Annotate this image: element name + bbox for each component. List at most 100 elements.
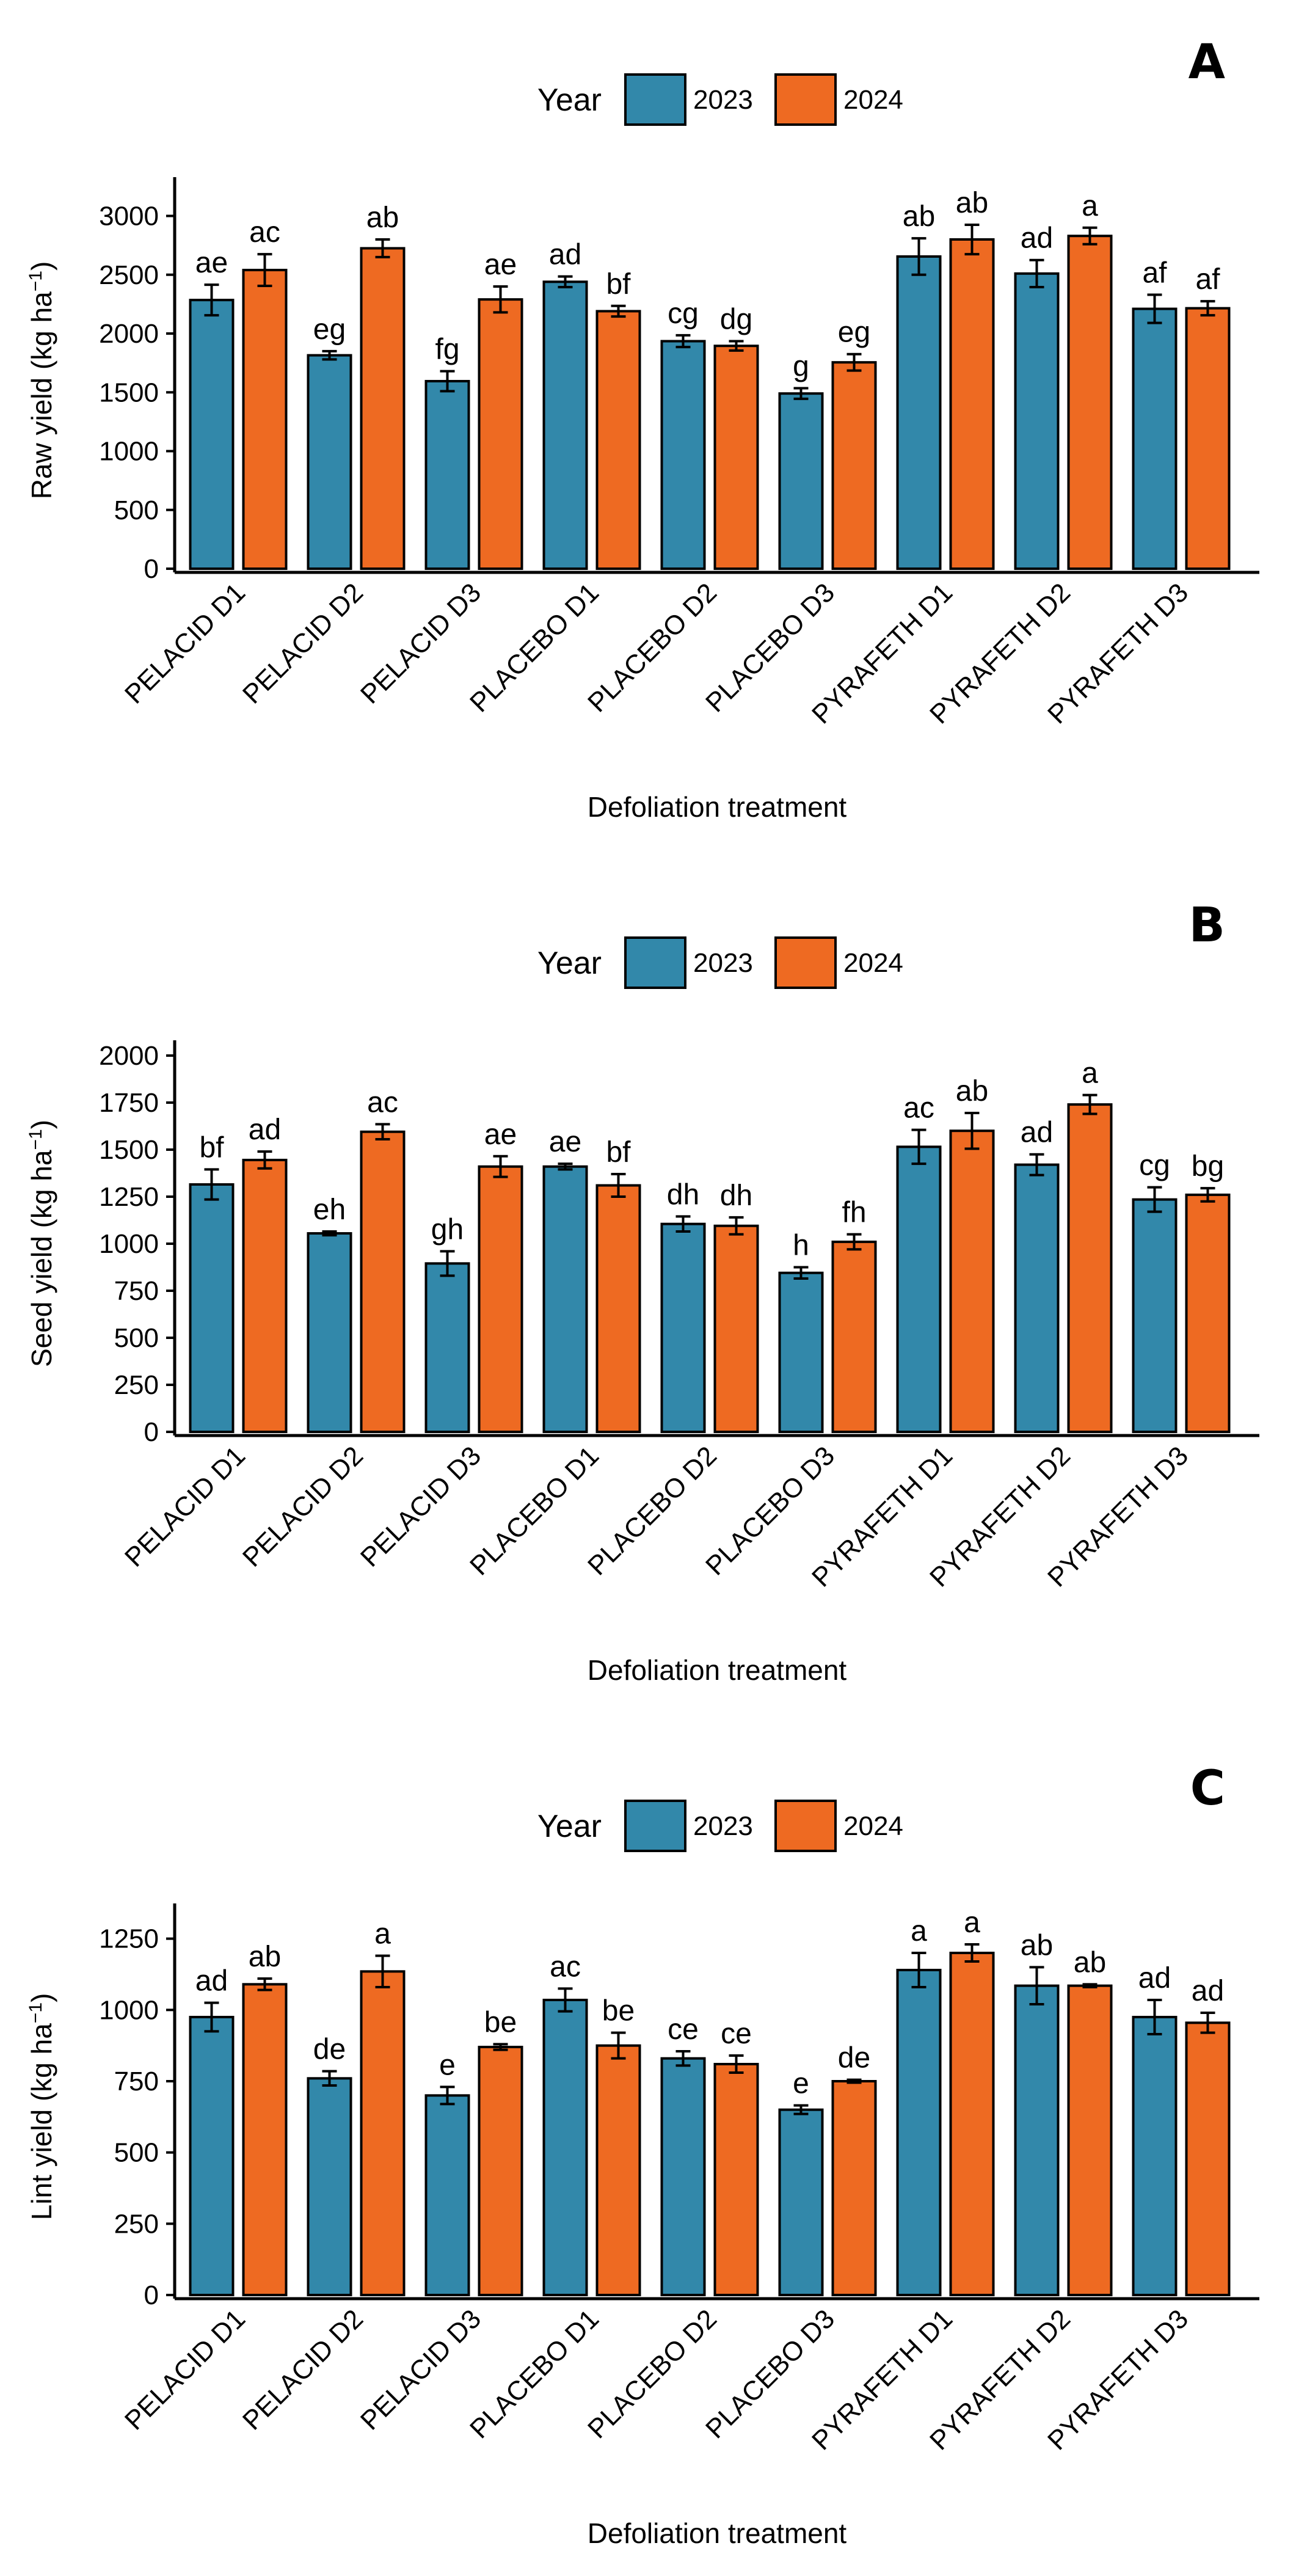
significance-label: e xyxy=(793,2068,809,2100)
y-tick-label: 1250 xyxy=(99,1924,159,1954)
bar-2023 xyxy=(1132,2016,1178,2296)
y-axis-title: Lint yield (kg ha−1) xyxy=(26,1993,57,2220)
x-tick-label: PELACID D3 xyxy=(355,577,487,709)
bar-2024 xyxy=(242,1983,288,2296)
bar-2024 xyxy=(1185,2021,1231,2296)
bar-2024 xyxy=(713,345,759,571)
y-tick-label: 250 xyxy=(114,1370,159,1400)
bar-2024 xyxy=(595,1184,641,1434)
significance-label: ab xyxy=(956,1075,988,1107)
significance-label: a xyxy=(964,1906,980,1939)
y-tick-label: 1000 xyxy=(99,1995,159,2025)
bar-2023 xyxy=(542,1999,588,2296)
significance-label: a xyxy=(1082,190,1098,222)
significance-label: ab xyxy=(1074,1946,1106,1979)
significance-label: dg xyxy=(720,304,752,336)
bar-2024 xyxy=(949,1952,995,2296)
bar-2023 xyxy=(424,1262,470,1434)
y-tick-label: 1000 xyxy=(99,437,159,467)
y-tick-label: 1500 xyxy=(99,1135,159,1165)
legend-title: Year xyxy=(537,1809,602,1844)
significance-label: a xyxy=(1082,1057,1098,1090)
y-tick-label: 500 xyxy=(114,495,159,525)
y-tick-label: 750 xyxy=(114,2067,159,2096)
significance-label: ae xyxy=(195,247,228,279)
y-tick-label: 3000 xyxy=(99,202,159,232)
significance-label: ab xyxy=(249,1941,281,1973)
chart-panel-b: Year 2023 2024 B 0 250 500 750 1000 1250 1500 1750 2… xyxy=(26,898,1259,1686)
y-axis-title: Raw yield (kg ha−1) xyxy=(26,261,57,500)
x-tick-label: PELACID D1 xyxy=(119,2304,251,2436)
y-tick-label: 2500 xyxy=(99,260,159,290)
chart-panel-a: Year 2023 2024 A 0 500 1000 1500 2000 2500 3000 Raw… xyxy=(26,35,1259,823)
bar-2023 xyxy=(778,2108,824,2297)
significance-label: be xyxy=(602,1995,635,2027)
significance-label: ae xyxy=(484,1118,517,1151)
legend-key-2024 xyxy=(774,1800,837,1852)
significance-label: bf xyxy=(199,1131,224,1164)
bar-2023 xyxy=(424,379,470,571)
legend-label-2023: 2023 xyxy=(693,85,753,115)
bar-2023 xyxy=(778,392,824,570)
bar-2023 xyxy=(660,2057,706,2297)
y-tick-label: 1250 xyxy=(99,1182,159,1212)
significance-label: ab xyxy=(903,200,935,233)
significance-label: ab xyxy=(956,187,988,219)
significance-label: ac xyxy=(249,216,280,249)
bar-2024 xyxy=(1185,307,1231,570)
bar-2024 xyxy=(478,1165,523,1433)
bar-2023 xyxy=(1014,272,1060,570)
bar-2023 xyxy=(896,255,942,570)
bar-2023 xyxy=(307,2077,352,2296)
bar-2024 xyxy=(831,2080,877,2296)
bar-2023 xyxy=(1132,307,1178,570)
significance-label: bg xyxy=(1192,1150,1224,1183)
significance-label: ad xyxy=(1192,1975,1224,2007)
y-tick-label: 1500 xyxy=(99,378,159,407)
significance-label: cg xyxy=(1139,1150,1170,1182)
y-tick-label: 0 xyxy=(144,554,159,584)
significance-label: e xyxy=(439,2049,456,2081)
significance-label: de xyxy=(313,2034,346,2066)
x-tick-label: PELACID D3 xyxy=(355,1440,487,1572)
bar-2024 xyxy=(831,361,877,570)
bar-2024 xyxy=(1185,1193,1231,1434)
x-tick-label: PELACID D3 xyxy=(355,2304,487,2436)
significance-label: a xyxy=(374,1918,391,1950)
y-tick-label: 0 xyxy=(144,2280,159,2310)
significance-label: eg xyxy=(838,316,870,349)
bar-2024 xyxy=(1067,1103,1113,1433)
bar-2024 xyxy=(360,1970,406,2296)
bar-2023 xyxy=(1132,1198,1178,1433)
legend-title: Year xyxy=(537,82,602,118)
significance-label: cg xyxy=(668,297,699,330)
y-tick-label: 1750 xyxy=(99,1088,159,1118)
legend-title: Year xyxy=(537,946,602,981)
bar-2024 xyxy=(831,1240,877,1434)
significance-label: gh xyxy=(431,1213,464,1246)
significance-label: g xyxy=(793,351,809,383)
y-axis-title: Seed yield (kg ha−1) xyxy=(26,1120,57,1367)
bar-2024 xyxy=(360,247,406,570)
legend-key-2024 xyxy=(774,73,837,126)
significance-label: ce xyxy=(721,2018,752,2050)
y-tick-label: 500 xyxy=(114,1323,159,1353)
bar-2023 xyxy=(660,1222,706,1434)
bar-2024 xyxy=(478,2046,523,2296)
significance-label: eh xyxy=(313,1194,346,1226)
bar-2023 xyxy=(1014,1984,1060,2297)
significance-label: ab xyxy=(1021,1929,1053,1961)
bar-2023 xyxy=(896,1969,942,2296)
panel-letter: A xyxy=(1189,35,1225,90)
bar-2023 xyxy=(542,280,588,570)
legend-key-2024 xyxy=(774,936,837,989)
panel-letter: C xyxy=(1190,1761,1225,1816)
bar-2023 xyxy=(424,2094,470,2296)
bar-2024 xyxy=(242,269,288,570)
bar-2024 xyxy=(949,1129,995,1433)
significance-label: dh xyxy=(720,1180,752,1212)
significance-label: ac xyxy=(903,1092,934,1125)
bar-2023 xyxy=(189,299,235,570)
bar-2023 xyxy=(542,1165,588,1433)
significance-label: a xyxy=(911,1915,927,1947)
